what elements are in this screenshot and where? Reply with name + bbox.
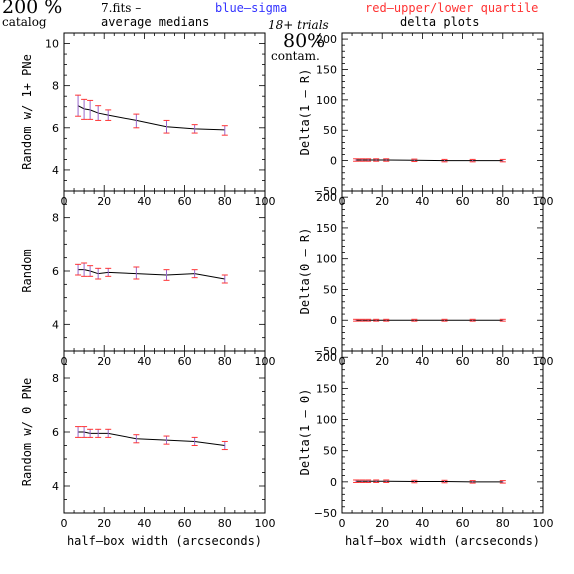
median-series-line bbox=[356, 480, 503, 483]
y-tick-label: 4 bbox=[52, 318, 59, 331]
y-tick-label: 8 bbox=[52, 372, 59, 385]
x-tick-label: 0 bbox=[61, 517, 68, 530]
scale-percent: 200 % bbox=[2, 0, 63, 18]
x-tick-label: 100 bbox=[255, 517, 276, 530]
median-series-line bbox=[78, 431, 225, 446]
x-axis-label: half–box width (arcseconds) bbox=[67, 534, 262, 548]
y-tick-label: 6 bbox=[52, 265, 59, 278]
x-tick-label: 60 bbox=[178, 517, 192, 530]
plot-frame bbox=[341, 350, 544, 514]
x-tick-label: 40 bbox=[137, 517, 151, 530]
y-tick-label: −50 bbox=[314, 185, 337, 198]
x-tick-label: 60 bbox=[178, 355, 192, 368]
y-tick-label: 150 bbox=[316, 63, 337, 76]
x-tick-label: 20 bbox=[97, 195, 111, 208]
median-series-line bbox=[356, 159, 503, 162]
x-tick-label: 60 bbox=[178, 195, 192, 208]
y-axis-label: Delta(1 – 0) bbox=[298, 389, 312, 476]
x-tick-label: 20 bbox=[97, 355, 111, 368]
y-tick-label: 100 bbox=[316, 253, 337, 266]
y-tick-label: 0 bbox=[330, 314, 337, 327]
delta-plots-label: delta plots bbox=[400, 15, 480, 29]
y-tick-label: 200 bbox=[316, 191, 337, 204]
y-axis-label: Random bbox=[20, 249, 34, 292]
x-tick-label: 60 bbox=[456, 355, 470, 368]
y-tick-label: 0 bbox=[330, 476, 337, 489]
x-tick-label: 80 bbox=[496, 195, 510, 208]
y-tick-label: 0 bbox=[330, 155, 337, 168]
y-axis-label: Random w/ 1+ PNe bbox=[20, 54, 34, 170]
contamination-percent: 80% bbox=[283, 30, 326, 52]
y-axis-label: Random w/ 0 PNe bbox=[20, 378, 34, 486]
y-tick-label: 4 bbox=[52, 480, 59, 493]
y-tick-label: 10 bbox=[45, 38, 59, 51]
x-tick-label: 80 bbox=[496, 517, 510, 530]
y-tick-label: 200 bbox=[316, 33, 337, 46]
y-tick-label: 150 bbox=[316, 382, 337, 395]
y-tick-label: 100 bbox=[316, 94, 337, 107]
median-series-line bbox=[78, 269, 225, 280]
x-tick-label: 20 bbox=[97, 517, 111, 530]
plot-frame bbox=[341, 190, 544, 352]
x-tick-label: 80 bbox=[218, 195, 232, 208]
contamination-label: contam. bbox=[271, 49, 320, 63]
plot-frame bbox=[63, 350, 266, 514]
y-tick-label: 8 bbox=[52, 212, 59, 225]
x-tick-label: 20 bbox=[375, 195, 389, 208]
y-tick-label: 4 bbox=[52, 164, 59, 177]
y-tick-label: 8 bbox=[52, 80, 59, 93]
x-tick-label: 80 bbox=[218, 517, 232, 530]
x-tick-label: 40 bbox=[415, 355, 429, 368]
x-tick-label: 80 bbox=[496, 355, 510, 368]
blue-sigma-legend: blue–sigma bbox=[215, 1, 288, 15]
plot-frame bbox=[63, 190, 266, 352]
x-tick-label: 40 bbox=[137, 355, 151, 368]
y-tick-label: −50 bbox=[314, 507, 337, 520]
x-axis-label: half–box width (arcseconds) bbox=[345, 534, 540, 548]
x-tick-label: 20 bbox=[375, 517, 389, 530]
y-tick-label: 6 bbox=[52, 426, 59, 439]
x-tick-label: 80 bbox=[218, 355, 232, 368]
average-medians-label: average medians bbox=[101, 15, 210, 29]
y-tick-label: 50 bbox=[323, 445, 337, 458]
x-tick-label: 40 bbox=[415, 517, 429, 530]
y-tick-label: 50 bbox=[323, 283, 337, 296]
y-axis-label: Delta(1 – R) bbox=[298, 69, 312, 156]
x-tick-label: 0 bbox=[339, 517, 346, 530]
x-tick-label: 60 bbox=[456, 195, 470, 208]
x-tick-label: 20 bbox=[375, 355, 389, 368]
fits-file-label: 7.fits – bbox=[101, 1, 142, 15]
median-series-line bbox=[77, 105, 225, 131]
y-tick-label: 200 bbox=[316, 351, 337, 364]
x-tick-label: 40 bbox=[415, 195, 429, 208]
plot-frame bbox=[341, 32, 544, 192]
y-tick-label: 100 bbox=[316, 414, 337, 427]
catalog-label: catalog bbox=[2, 15, 47, 29]
y-tick-label: 150 bbox=[316, 222, 337, 235]
y-axis-label: Delta(0 – R) bbox=[298, 228, 312, 315]
y-tick-label: 6 bbox=[52, 122, 59, 135]
x-tick-label: 60 bbox=[456, 517, 470, 530]
trials-label: 18+ trials bbox=[268, 18, 329, 32]
y-tick-label: −50 bbox=[314, 345, 337, 358]
red-quartile-legend: red–upper/lower quartile bbox=[365, 1, 539, 15]
x-tick-label: 100 bbox=[533, 517, 554, 530]
y-tick-label: 50 bbox=[323, 124, 337, 137]
x-tick-label: 40 bbox=[137, 195, 151, 208]
